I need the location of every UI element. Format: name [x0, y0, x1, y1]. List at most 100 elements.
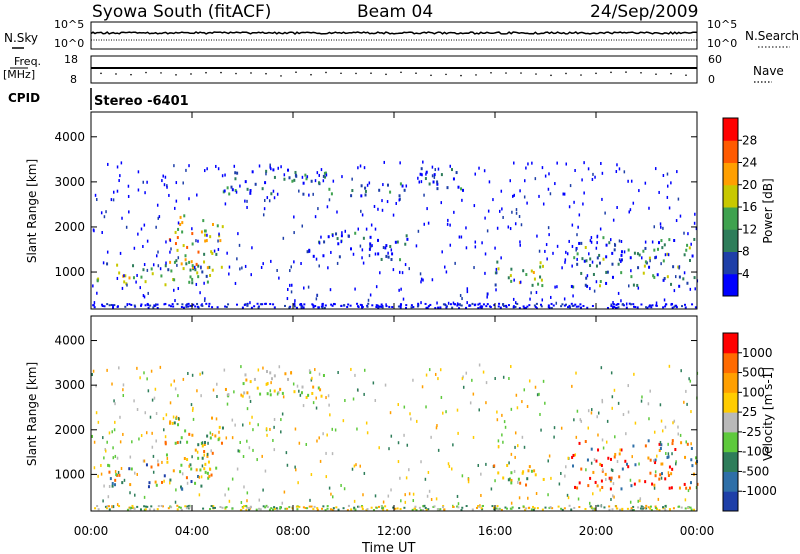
- echo-cell: [459, 303, 461, 307]
- echo-cell: [593, 289, 596, 293]
- echo-cell: [595, 264, 598, 268]
- echo-cell: [425, 508, 428, 511]
- echo-cell: [668, 465, 671, 469]
- echo-cell: [182, 306, 185, 309]
- echo-cell: [347, 234, 350, 238]
- echo-cell: [173, 164, 175, 168]
- echo-cell: [410, 306, 413, 309]
- echo-cell: [147, 485, 150, 489]
- echo-cell: [283, 173, 286, 177]
- echo-cell: [108, 484, 111, 488]
- echo-cell: [556, 285, 558, 289]
- echo-cell: [528, 465, 531, 469]
- echo-cell: [270, 507, 273, 510]
- echo-cell: [140, 303, 143, 306]
- echo-cell: [138, 437, 140, 441]
- echo-cell: [573, 418, 575, 422]
- colorbar-tick-label: 4: [742, 267, 750, 281]
- echo-cell: [561, 266, 563, 270]
- echo-cell: [670, 472, 673, 476]
- echo-cell: [258, 498, 261, 502]
- echo-cell: [663, 243, 666, 247]
- echo-cell: [166, 185, 168, 189]
- echo-cell: [177, 287, 180, 291]
- echo-cell: [111, 304, 114, 307]
- y-tick-label-power: 1000: [54, 265, 85, 279]
- echo-cell: [281, 412, 284, 416]
- echo-cell: [593, 457, 596, 461]
- echo-cell: [681, 305, 684, 308]
- echo-cell: [206, 452, 209, 456]
- nave-dot: [610, 71, 612, 74]
- echo-cell: [342, 507, 345, 510]
- echo-cell: [279, 507, 282, 510]
- echo-cell: [234, 171, 237, 175]
- echo-cell: [432, 505, 435, 508]
- echo-cell: [129, 508, 132, 511]
- echo-cell: [266, 505, 269, 508]
- echo-cell: [609, 457, 612, 461]
- echo-cell: [637, 499, 639, 503]
- echo-cell: [210, 473, 213, 477]
- echo-cell: [102, 261, 105, 265]
- echo-cell: [224, 202, 227, 206]
- echo-cell: [535, 302, 538, 305]
- echo-cell: [164, 435, 167, 439]
- echo-cell: [525, 273, 528, 277]
- echo-cell: [695, 486, 698, 490]
- echo-cell: [157, 463, 160, 467]
- echo-cell: [556, 244, 559, 248]
- echo-cell: [590, 240, 593, 244]
- echo-cell: [225, 305, 228, 308]
- nave-dot: [670, 72, 672, 75]
- echo-cell: [337, 371, 339, 375]
- echo-cell: [249, 191, 252, 195]
- echo-cell: [608, 508, 611, 511]
- echo-cell: [617, 303, 620, 306]
- echo-cell: [642, 249, 645, 253]
- echo-cell: [127, 194, 130, 198]
- echo-cell: [561, 303, 564, 306]
- echo-cell: [405, 184, 408, 188]
- echo-cell: [558, 482, 561, 486]
- echo-cell: [94, 507, 97, 510]
- echo-cell: [608, 241, 611, 245]
- nsky-strip-frame: [90, 21, 698, 50]
- echo-cell: [577, 225, 579, 229]
- echo-cell: [592, 172, 594, 176]
- echo-cell: [403, 506, 406, 509]
- echo-cell: [387, 494, 390, 498]
- echo-cell: [427, 305, 430, 308]
- echo-cell: [239, 267, 241, 271]
- echo-cell: [194, 448, 197, 452]
- echo-cell: [359, 164, 362, 168]
- echo-cell: [238, 243, 241, 247]
- echo-cell: [356, 427, 358, 431]
- echo-cell: [176, 508, 179, 511]
- echo-cell: [645, 507, 648, 510]
- echo-cell: [566, 252, 569, 256]
- echo-cell: [629, 500, 632, 504]
- echo-cell: [621, 467, 624, 471]
- echo-cell: [455, 171, 458, 175]
- echo-cell: [101, 303, 104, 306]
- echo-cell: [322, 254, 325, 258]
- echo-cell: [640, 399, 643, 403]
- echo-cell: [399, 508, 402, 511]
- echo-cell: [547, 493, 549, 497]
- echo-cell: [461, 297, 463, 301]
- echo-cell: [485, 401, 487, 405]
- echo-cell: [205, 239, 208, 243]
- echo-cell: [668, 364, 671, 368]
- echo-cell: [610, 304, 613, 307]
- echo-cell: [262, 262, 264, 266]
- echo-cell: [327, 266, 329, 270]
- echo-cell: [380, 257, 383, 261]
- echo-cell: [347, 504, 350, 507]
- echo-cell: [115, 473, 118, 477]
- echo-cell: [250, 306, 253, 309]
- echo-cell: [136, 505, 139, 508]
- echo-cell: [653, 275, 656, 279]
- echo-cell: [315, 396, 317, 400]
- echo-cell: [629, 256, 632, 260]
